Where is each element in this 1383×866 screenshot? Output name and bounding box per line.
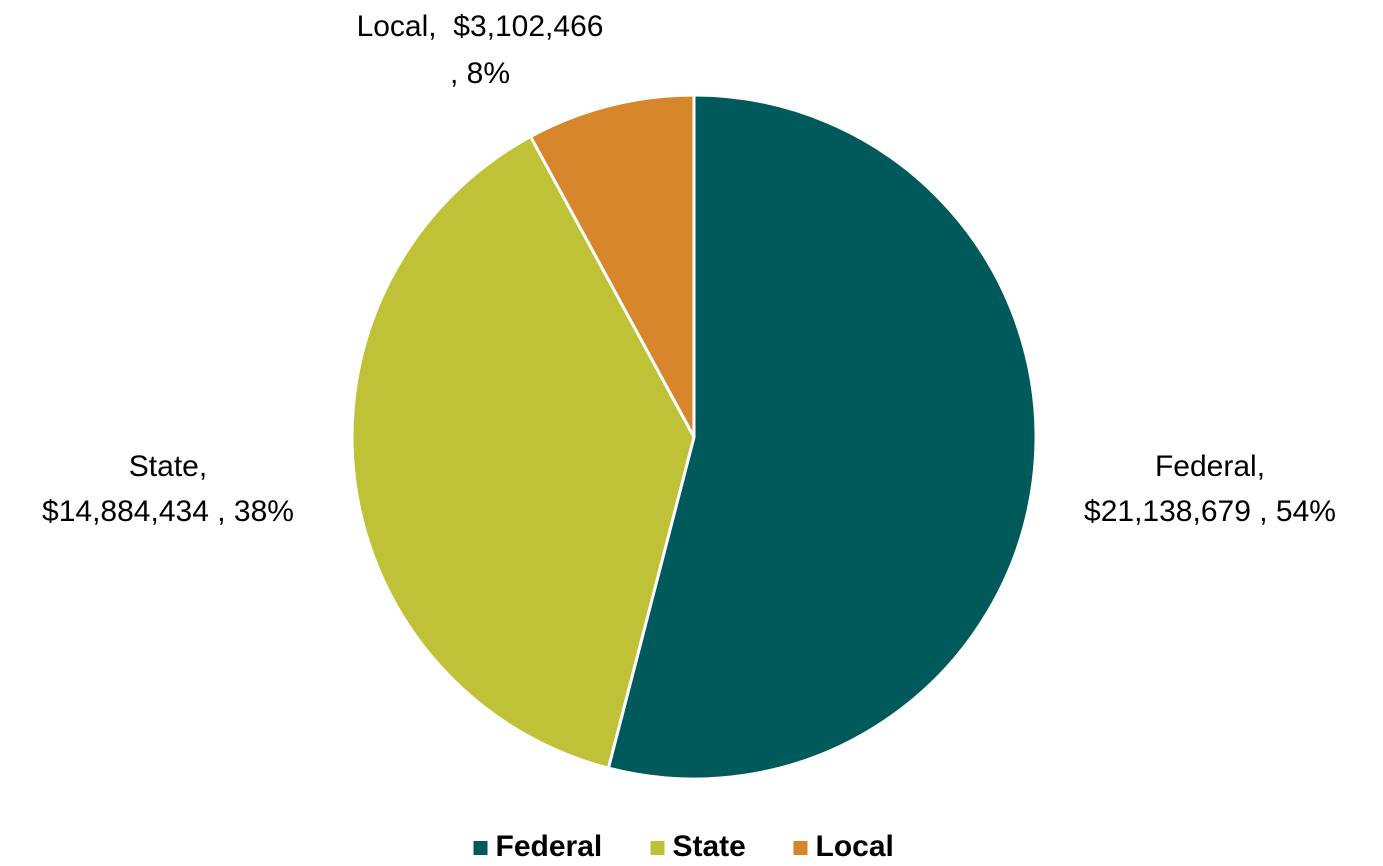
legend-swatch: [793, 841, 808, 855]
legend-swatch: [650, 841, 665, 855]
legend-label: State: [673, 830, 746, 863]
pie-slice: [350, 134, 696, 770]
data-label: $21,138,679 , 54%: [1084, 495, 1336, 528]
legend-swatch: [473, 841, 488, 855]
data-label: State,: [129, 450, 207, 483]
data-label: Local, $3,102,466: [357, 10, 604, 43]
legend-label: Federal: [496, 830, 603, 863]
pie-slice: [606, 93, 1038, 781]
data-label: $14,884,434 , 38%: [42, 495, 294, 528]
data-label: Federal,: [1155, 450, 1265, 483]
pie-slice: [528, 93, 696, 438]
legend-label: Local: [816, 830, 894, 863]
data-label: , 8%: [450, 57, 510, 90]
